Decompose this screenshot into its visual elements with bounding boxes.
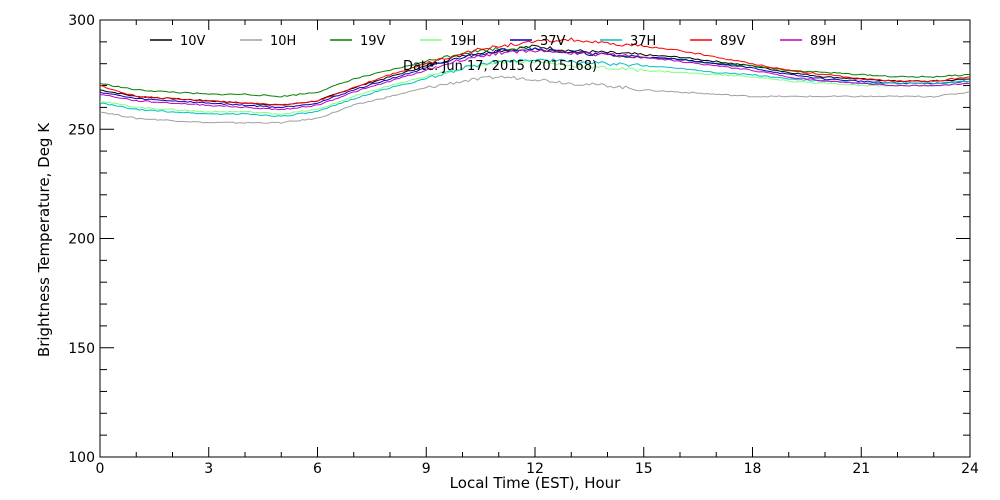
x-tick-label: 15 xyxy=(635,461,653,477)
series-line-89h xyxy=(99,49,971,111)
x-tick-label: 3 xyxy=(204,461,213,477)
y-tick-label: 100 xyxy=(68,450,95,466)
legend-label-37h: 37H xyxy=(630,34,656,49)
series-line-89v xyxy=(99,37,971,106)
x-tick-label: 24 xyxy=(961,461,979,477)
legend-label-89h: 89H xyxy=(810,34,836,49)
legend-label-19v: 19V xyxy=(360,34,386,49)
x-axis-label: Local Time (EST), Hour xyxy=(450,474,621,492)
legend: 10V 10H 19V 19H 37V 37H 89V 89H xyxy=(150,34,836,49)
series-line-37h xyxy=(99,58,971,117)
x-tick-label: 0 xyxy=(96,461,105,477)
x-tick-label: 21 xyxy=(852,461,870,477)
plot-axes: 0 3 6 9 12 15 18 21 24 100 150 200 250 300 xyxy=(68,13,979,477)
x-tick-label: 9 xyxy=(422,461,431,477)
legend-label-10h: 10H xyxy=(270,34,296,49)
x-tick-label: 18 xyxy=(744,461,762,477)
legend-label-37v: 37V xyxy=(540,34,566,49)
y-tick-label: 150 xyxy=(68,341,95,357)
series-line-37v xyxy=(99,47,971,109)
legend-label-19h: 19H xyxy=(450,34,476,49)
y-tick-label: 250 xyxy=(68,122,95,138)
y-axis-label: Brightness Temperature, Deg K xyxy=(35,122,53,357)
x-tick-label: 6 xyxy=(313,461,322,477)
date-annotation: Date: Jun 17, 2015 (2015168) xyxy=(403,59,597,74)
y-tick-label: 200 xyxy=(68,232,95,248)
series-line-19h xyxy=(99,59,971,115)
legend-label-10v: 10V xyxy=(180,34,206,49)
legend-label-89v: 89V xyxy=(720,34,746,49)
series-lines xyxy=(99,37,971,124)
x-tick-label: 12 xyxy=(526,461,544,477)
y-tick-label: 300 xyxy=(68,13,95,29)
series-line-10h xyxy=(100,75,971,124)
plot-frame xyxy=(99,19,971,458)
